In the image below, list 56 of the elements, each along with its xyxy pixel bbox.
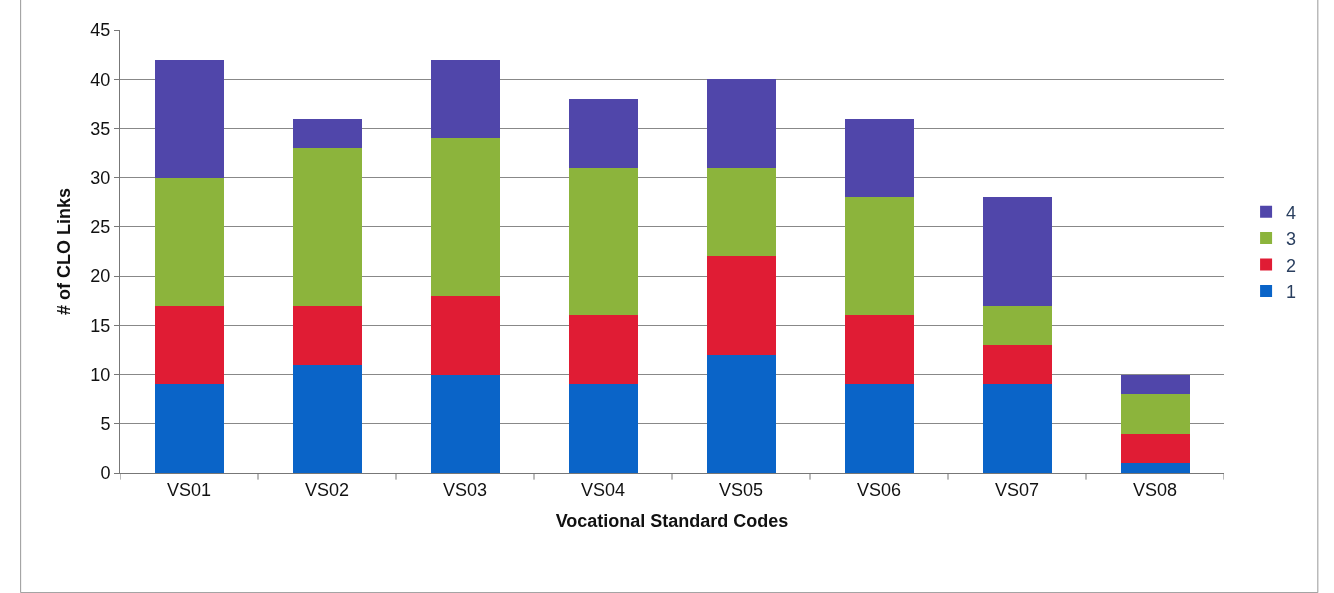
bar — [292, 364, 362, 473]
x-tick-label: VS01 — [166, 479, 212, 500]
x-axis-title: Vocational Standard Codes — [555, 510, 789, 531]
bar — [430, 374, 500, 473]
bar — [430, 59, 500, 139]
bar — [154, 177, 224, 306]
bar — [982, 384, 1052, 473]
x-tick-label: VS03 — [442, 479, 488, 500]
bar — [568, 315, 638, 385]
legend-label: 2 — [1286, 255, 1297, 276]
x-tick-label: VS04 — [580, 479, 626, 500]
bar — [844, 315, 914, 385]
legend-label: 4 — [1286, 202, 1297, 223]
y-tick-label: 40 — [90, 69, 111, 90]
x-tick-label: VS08 — [1132, 479, 1178, 500]
bar — [982, 305, 1052, 346]
bar — [568, 384, 638, 473]
bar — [154, 305, 224, 385]
x-tick-label: VS07 — [994, 479, 1040, 500]
y-tick-label: 25 — [90, 217, 111, 238]
bar — [1120, 463, 1190, 473]
bar — [430, 138, 500, 296]
bar — [1120, 374, 1190, 395]
bar — [706, 167, 776, 257]
bar — [844, 384, 914, 473]
y-tick-label: 45 — [90, 20, 111, 41]
bar — [844, 118, 914, 198]
y-tick-label: 20 — [90, 266, 111, 287]
bar — [154, 384, 224, 473]
y-tick-label: 0 — [100, 463, 111, 484]
bar — [1120, 433, 1190, 464]
bar — [1120, 394, 1190, 434]
x-tick-label: VS05 — [718, 479, 764, 500]
bar — [982, 345, 1052, 385]
bar — [154, 59, 224, 178]
bar — [292, 305, 362, 365]
bar — [292, 118, 362, 149]
x-tick-label: VS06 — [856, 479, 902, 500]
legend-label: 1 — [1286, 281, 1297, 302]
y-tick-label: 30 — [90, 167, 111, 188]
y-tick-label: 5 — [100, 414, 111, 435]
y-tick-label: 35 — [90, 118, 111, 139]
bar — [982, 197, 1052, 306]
bar — [568, 167, 638, 316]
x-tick-label: VS02 — [304, 479, 350, 500]
bar — [706, 354, 776, 473]
y-tick-label: 10 — [90, 364, 111, 385]
bar — [292, 148, 362, 306]
y-axis-title: # of CLO Links — [53, 187, 74, 316]
y-tick-label: 15 — [90, 315, 111, 336]
legend-label: 3 — [1286, 229, 1297, 250]
bar — [568, 98, 638, 168]
bar — [706, 79, 776, 168]
bar — [844, 197, 914, 316]
bar — [706, 256, 776, 355]
bar — [430, 295, 500, 375]
